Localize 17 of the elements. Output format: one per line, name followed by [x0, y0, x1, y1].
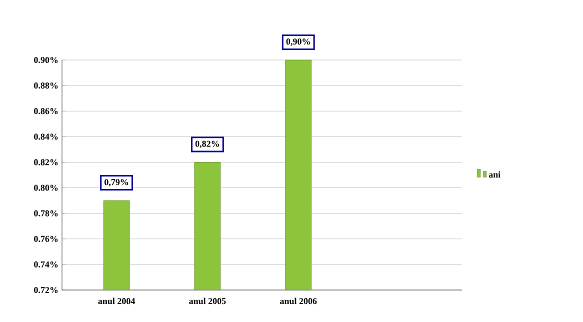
y-tick-label: 0.86%: [34, 108, 58, 114]
y-tick-label: 0.88%: [34, 82, 58, 89]
data-label: 0,79%: [104, 179, 128, 186]
legend-label: ani: [488, 171, 500, 178]
y-tick-label: 0.76%: [34, 236, 58, 242]
x-tick-label: anul 2006: [280, 298, 317, 304]
y-tick-label: 0.72%: [34, 286, 58, 294]
data-label: 0,82%: [195, 140, 219, 148]
y-tick-label: 0.78%: [34, 210, 58, 216]
data-label: 0,90%: [286, 38, 310, 46]
y-tick-label: 0.82%: [34, 159, 58, 166]
y-tick-label: 0.90%: [34, 56, 58, 64]
y-tick-label: 0.74%: [34, 261, 58, 268]
x-tick-label: anul 2005: [189, 298, 226, 304]
y-tick-label: 0.84%: [34, 134, 58, 140]
y-tick-label: 0.80%: [34, 184, 58, 191]
x-tick-label: anul 2004: [98, 298, 136, 304]
